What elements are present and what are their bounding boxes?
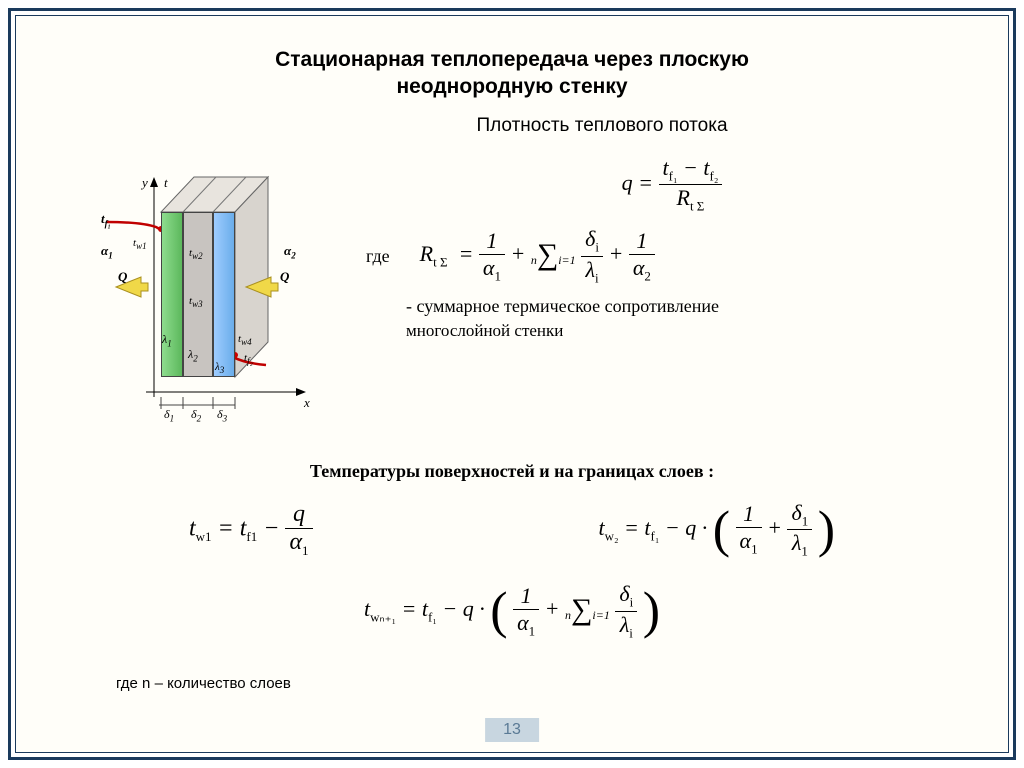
lambda2-label: λ2	[188, 347, 198, 363]
lambda3-label: λ3	[215, 361, 224, 375]
twn-formula: twₙ₊₁ = tf₁ − q · ( 1α1 + n∑i=1 δiλi )	[364, 581, 660, 641]
delta1-label: δ1	[164, 407, 174, 423]
lambda1-label: λ1	[162, 332, 172, 348]
resistance-note-2: многослойной стенки	[406, 321, 978, 341]
tw2-formula: tw₂ = tf₁ − q · ( 1α1 + δ1λ1 )	[598, 500, 835, 560]
delta2-label: δ2	[191, 407, 201, 423]
where-label: где	[366, 246, 390, 267]
slide-title: Стационарная теплопередача через плоскую…	[46, 46, 978, 101]
layer-3	[213, 212, 235, 377]
resistance-formula: Rt Σ = 1α1 + n∑i=1 δiλi + 1α2	[420, 226, 655, 286]
tw4-label: tw4	[238, 333, 252, 347]
subtitle: Плотность теплового потока	[226, 115, 978, 137]
layer-1	[161, 212, 183, 377]
title-line-2: неоднородную стенку	[396, 75, 627, 98]
t-axis-label: t	[164, 175, 168, 191]
Q-right-label: Q	[280, 269, 289, 285]
tw1-label: tw1	[133, 237, 147, 251]
title-line-1: Стационарная теплопередача через плоскую	[275, 48, 749, 71]
tw2-label: tw2	[189, 247, 203, 261]
footnote: где n – количество слоев	[116, 675, 291, 692]
tw1-formula: tw1 = tf1 − qα1	[189, 501, 313, 559]
page-number: 13	[485, 718, 539, 742]
alpha1-label: α1	[101, 243, 113, 261]
tw3-label: tw3	[189, 295, 203, 309]
tf2-label: tf₂	[244, 352, 253, 366]
resistance-note-1: - суммарное термическое сопротивление	[406, 296, 978, 317]
y-axis-label: y	[142, 175, 148, 191]
alpha2-label: α2	[284, 243, 296, 261]
x-axis-label: x	[304, 395, 310, 411]
wall-diagram: y t x tf₁ α1 α2 tw1 tw2 tw3 tw4 tf₂ Q Q …	[46, 147, 326, 447]
Q-left-label: Q	[118, 269, 127, 285]
tf1-label: tf₁	[101, 211, 111, 229]
delta3-label: δ3	[217, 407, 227, 423]
heat-flux-formula: q = tf₁ − tf₂ Rt Σ	[366, 155, 978, 215]
temperatures-heading: Температуры поверхностей и на границах с…	[46, 461, 978, 482]
